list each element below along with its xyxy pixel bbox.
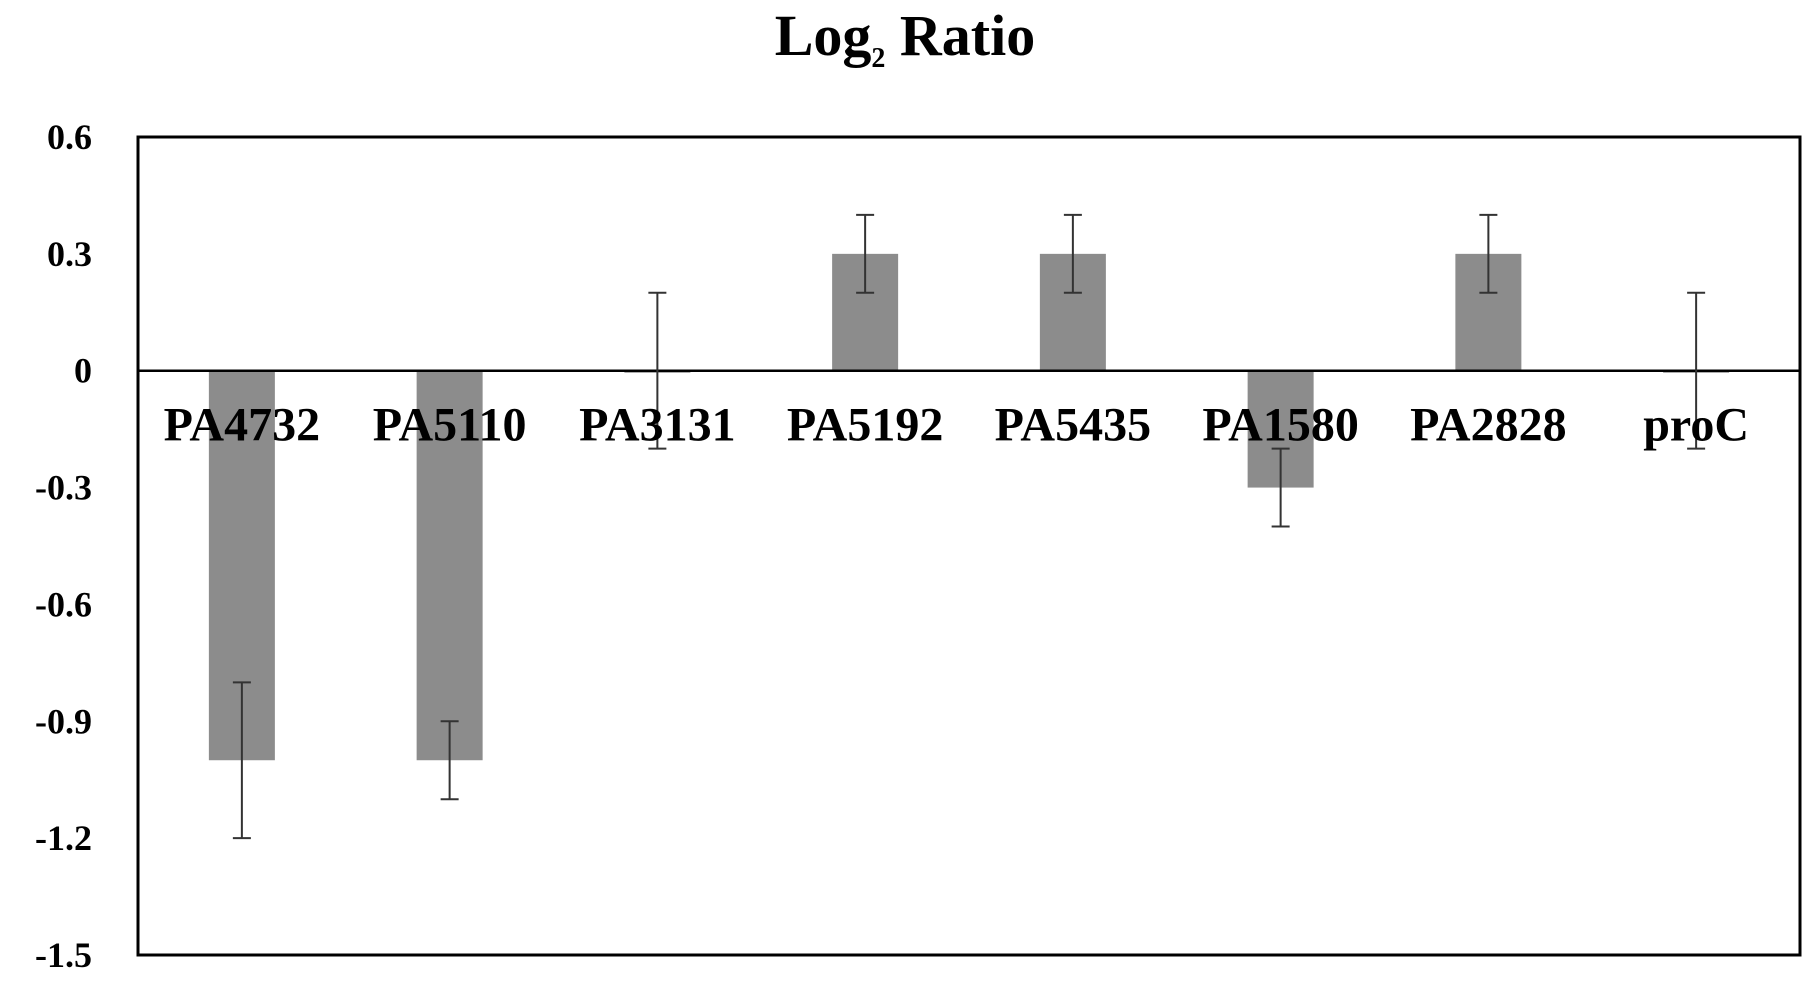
- x-tick-label: PA2828: [1410, 399, 1566, 452]
- x-tick-label: PA5192: [787, 399, 943, 452]
- chart-title-rest: Ratio: [885, 3, 1035, 68]
- bar: [416, 370, 483, 761]
- chart-title-main: Log: [775, 3, 872, 68]
- y-tick-label: -0.6: [35, 584, 92, 624]
- y-tick-label: 0: [74, 351, 92, 391]
- y-tick-label: -1.2: [35, 818, 92, 858]
- x-tick-label: PA5110: [373, 399, 527, 452]
- y-tick-label: -0.3: [35, 468, 92, 508]
- chart-title-subscript: 2: [871, 43, 885, 74]
- x-tick-label: PA5435: [995, 399, 1151, 452]
- x-tick-label: PA1580: [1202, 399, 1358, 452]
- plot-area: 0.6 0.3 0 -0.3 -0.6 -0.9 -1.2 -1.5 PA4732 PA5110 P…: [35, 117, 1802, 975]
- y-tick-label: -0.9: [35, 701, 92, 741]
- x-tick-label: PA3131: [579, 399, 735, 452]
- plot-frame: [136, 135, 1802, 957]
- y-tick-label: 0.6: [47, 117, 92, 157]
- y-tick-label: -1.5: [35, 935, 92, 975]
- x-tick-label: PA4732: [164, 399, 320, 452]
- x-tick-label: proC: [1643, 399, 1749, 452]
- chart-title: Log2 Ratio: [775, 3, 1036, 74]
- y-tick-label: 0.3: [47, 234, 92, 274]
